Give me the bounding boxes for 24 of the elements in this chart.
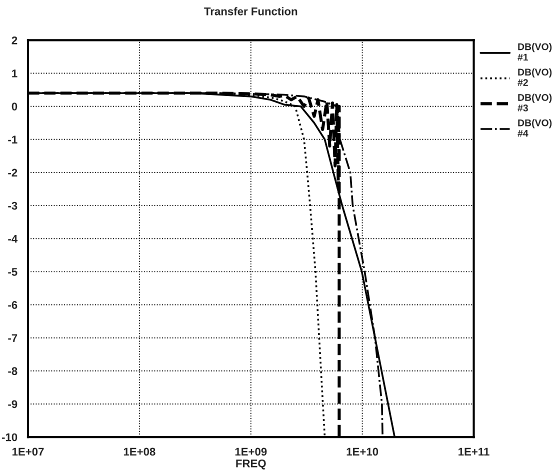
y-tick-label: -2 [8,168,18,177]
y-tick-label: -9 [8,400,18,408]
y-tick-label: -1 [8,136,18,144]
x-axis-title: FREQ [236,460,266,470]
y-tick-label: -3 [8,202,18,210]
legend-label: DB(VO) #3 [518,94,552,112]
legend-label: DB(VO) #1 [518,43,552,61]
y-tick-label: -10 [2,433,18,442]
x-tick-label: 1E+11 [458,448,490,456]
y-tick-label: -4 [8,235,18,243]
y-tick-label: -7 [8,334,18,342]
x-tick-label: 1E+07 [12,448,44,456]
x-tick-label: 1E+09 [235,448,267,456]
y-tick-label: -8 [8,367,18,376]
chart-title: Transfer Function [204,7,298,16]
y-tick-label: 1 [12,70,18,78]
x-tick-label: 1E+08 [124,448,156,456]
y-tick-label: -5 [8,268,18,276]
y-tick-label: 2 [12,36,18,44]
y-tick-label: 0 [12,102,18,110]
x-tick-label: 1E+10 [346,448,378,456]
legend-label: DB(VO) #2 [518,68,552,86]
y-tick-label: -6 [8,301,18,309]
legend-label: DB(VO) #4 [518,119,552,137]
